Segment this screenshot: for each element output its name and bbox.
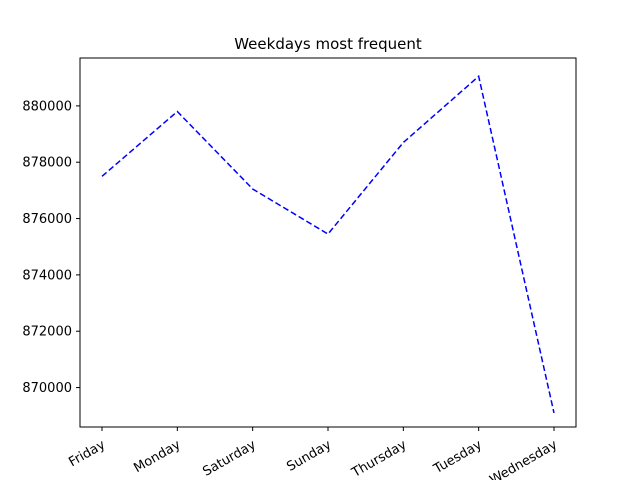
x-tick-label: Friday [66,437,108,470]
x-tick-label: Saturday [200,437,258,479]
y-tick-label: 878000 [22,156,72,171]
x-tick-label: Thursday [349,437,410,480]
x-axis: Friday Monday Saturday Sunday Thursday Tuesda… [66,427,560,480]
axes-frame [79,57,577,428]
plot-area [101,74,555,414]
x-tick-label: Monday [131,437,183,476]
y-tick-label: 880000 [22,99,72,114]
x-tick-label: Wednesday [487,437,560,480]
y-axis: 870000 872000 874000 876000 878000 880000 [22,99,80,396]
y-tick-label: 870000 [22,381,72,396]
series-line [101,74,555,414]
chart-title: Weekdays most frequent [234,35,422,53]
x-tick-label: Sunday [284,437,334,474]
x-tick-label: Tuesday [430,437,484,477]
y-tick-label: 876000 [22,212,72,227]
y-tick-label: 874000 [22,268,72,283]
y-tick-label: 872000 [22,325,72,340]
